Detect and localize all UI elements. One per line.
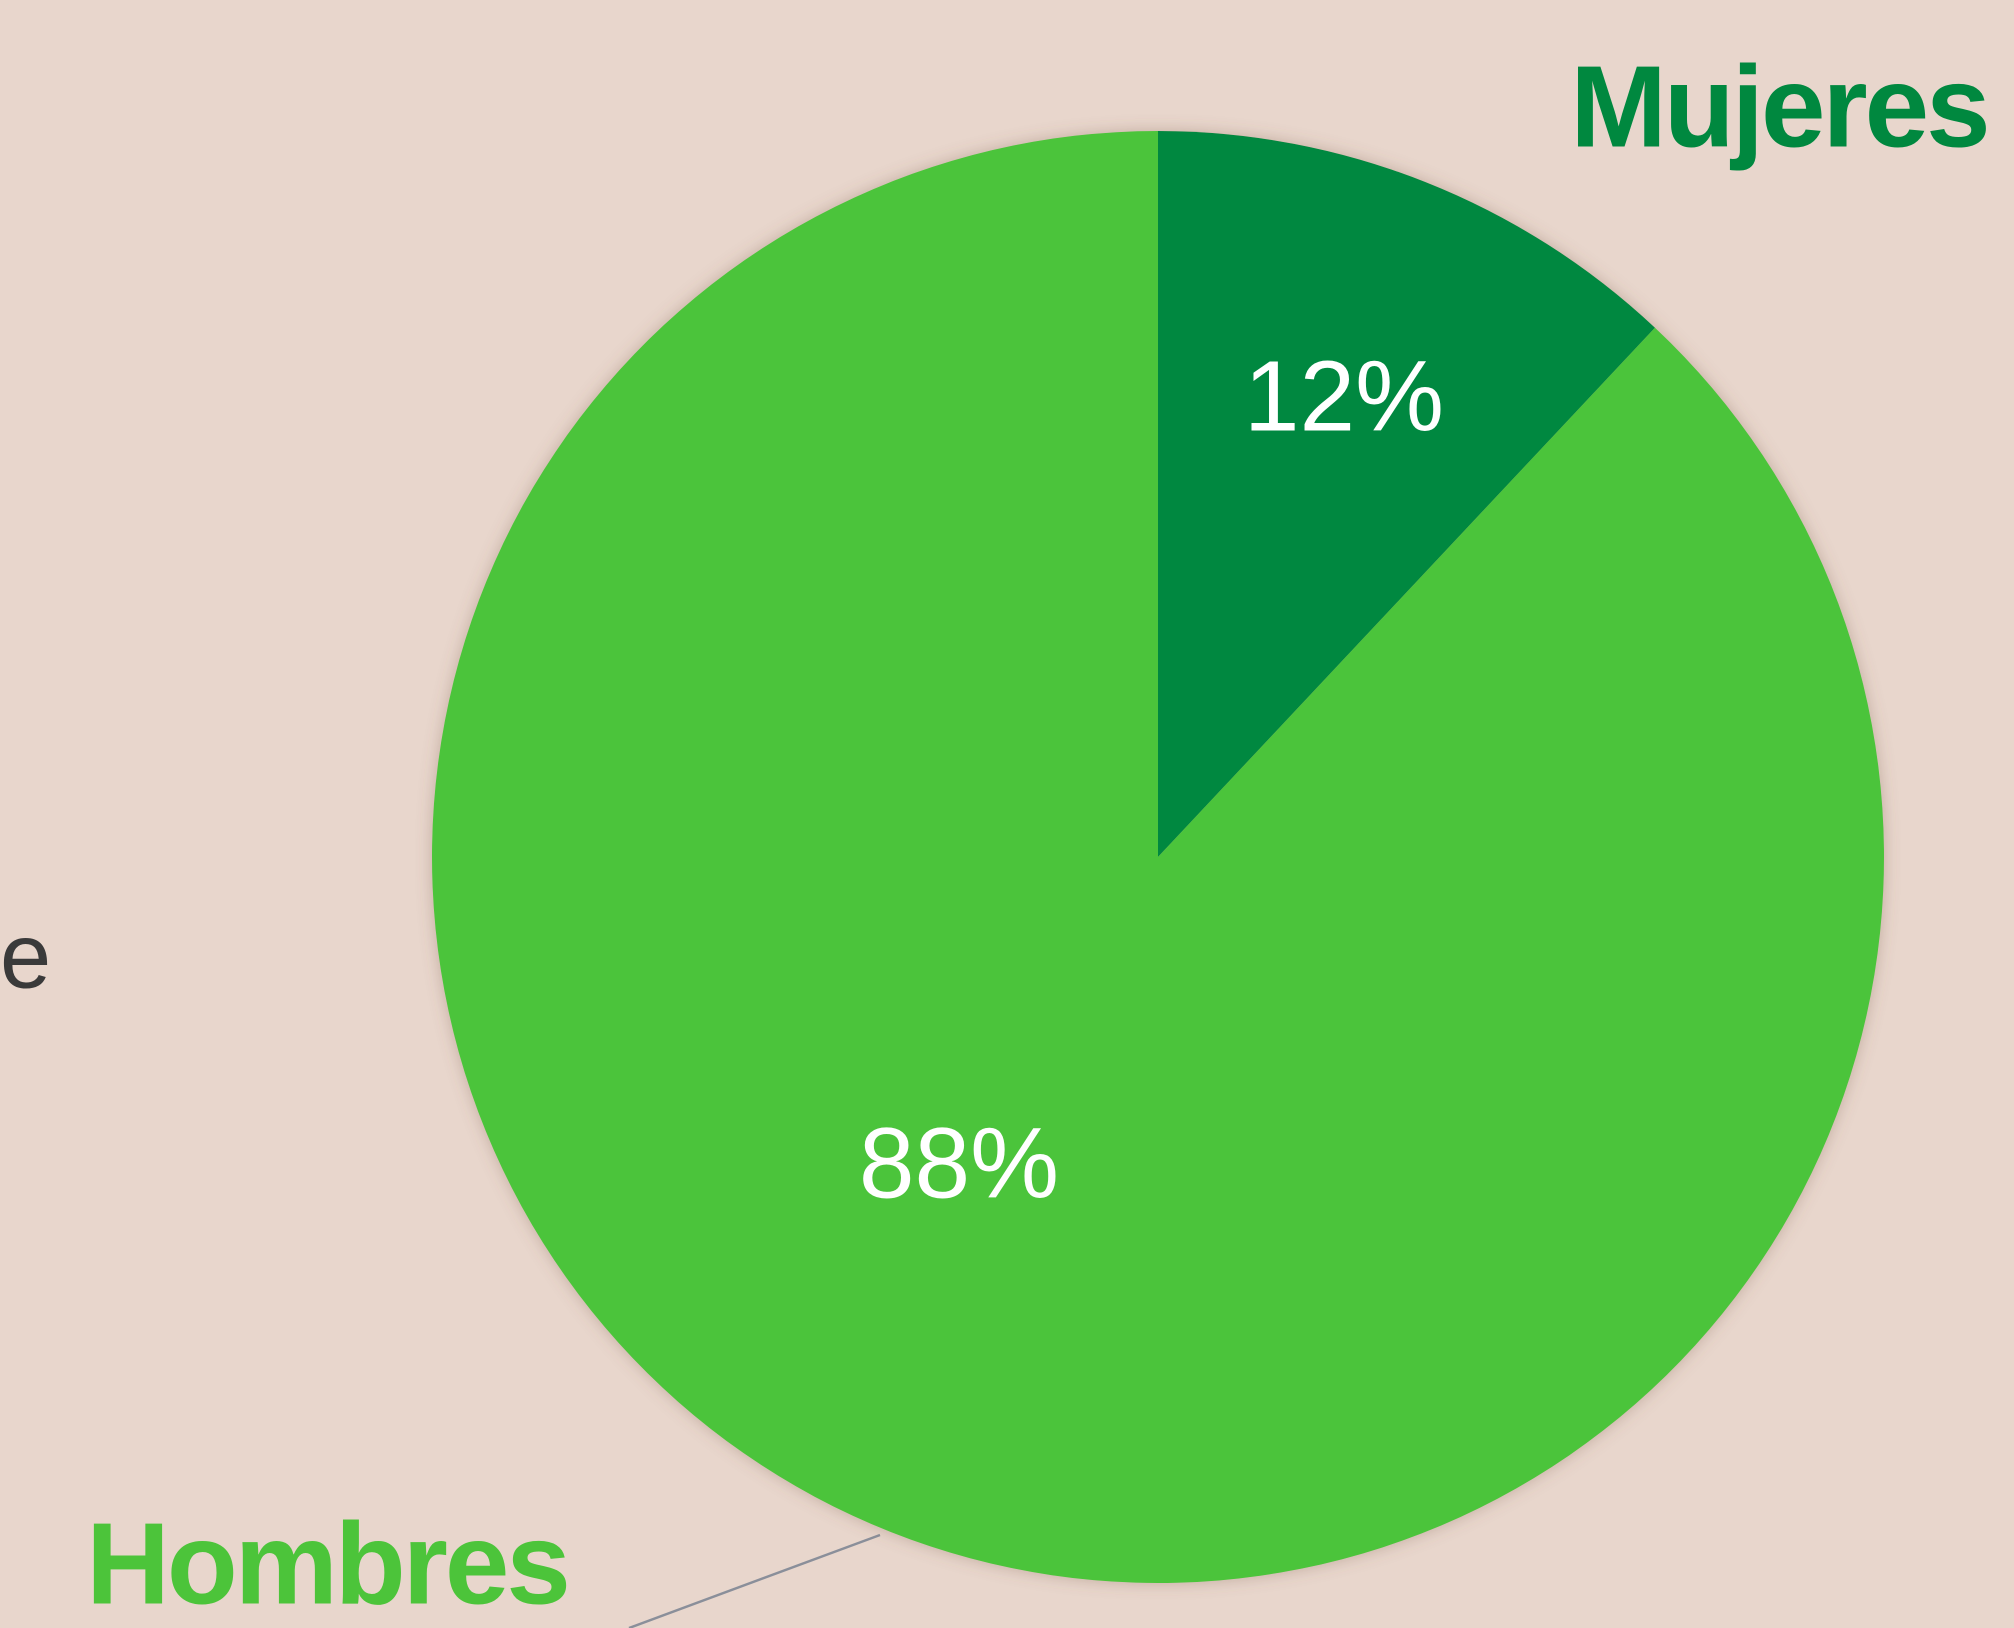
- pie-slice: [432, 131, 1885, 1584]
- category-label: Hombres: [86, 1499, 568, 1628]
- leader-line: [628, 1533, 881, 1628]
- category-label: Mujeres: [1570, 42, 1987, 172]
- side-text: e: [0, 905, 51, 1007]
- pie-slice: [1158, 131, 1655, 857]
- value-label: 12%: [1244, 340, 1444, 452]
- value-label: 88%: [859, 1107, 1059, 1219]
- pie: [432, 131, 1885, 1584]
